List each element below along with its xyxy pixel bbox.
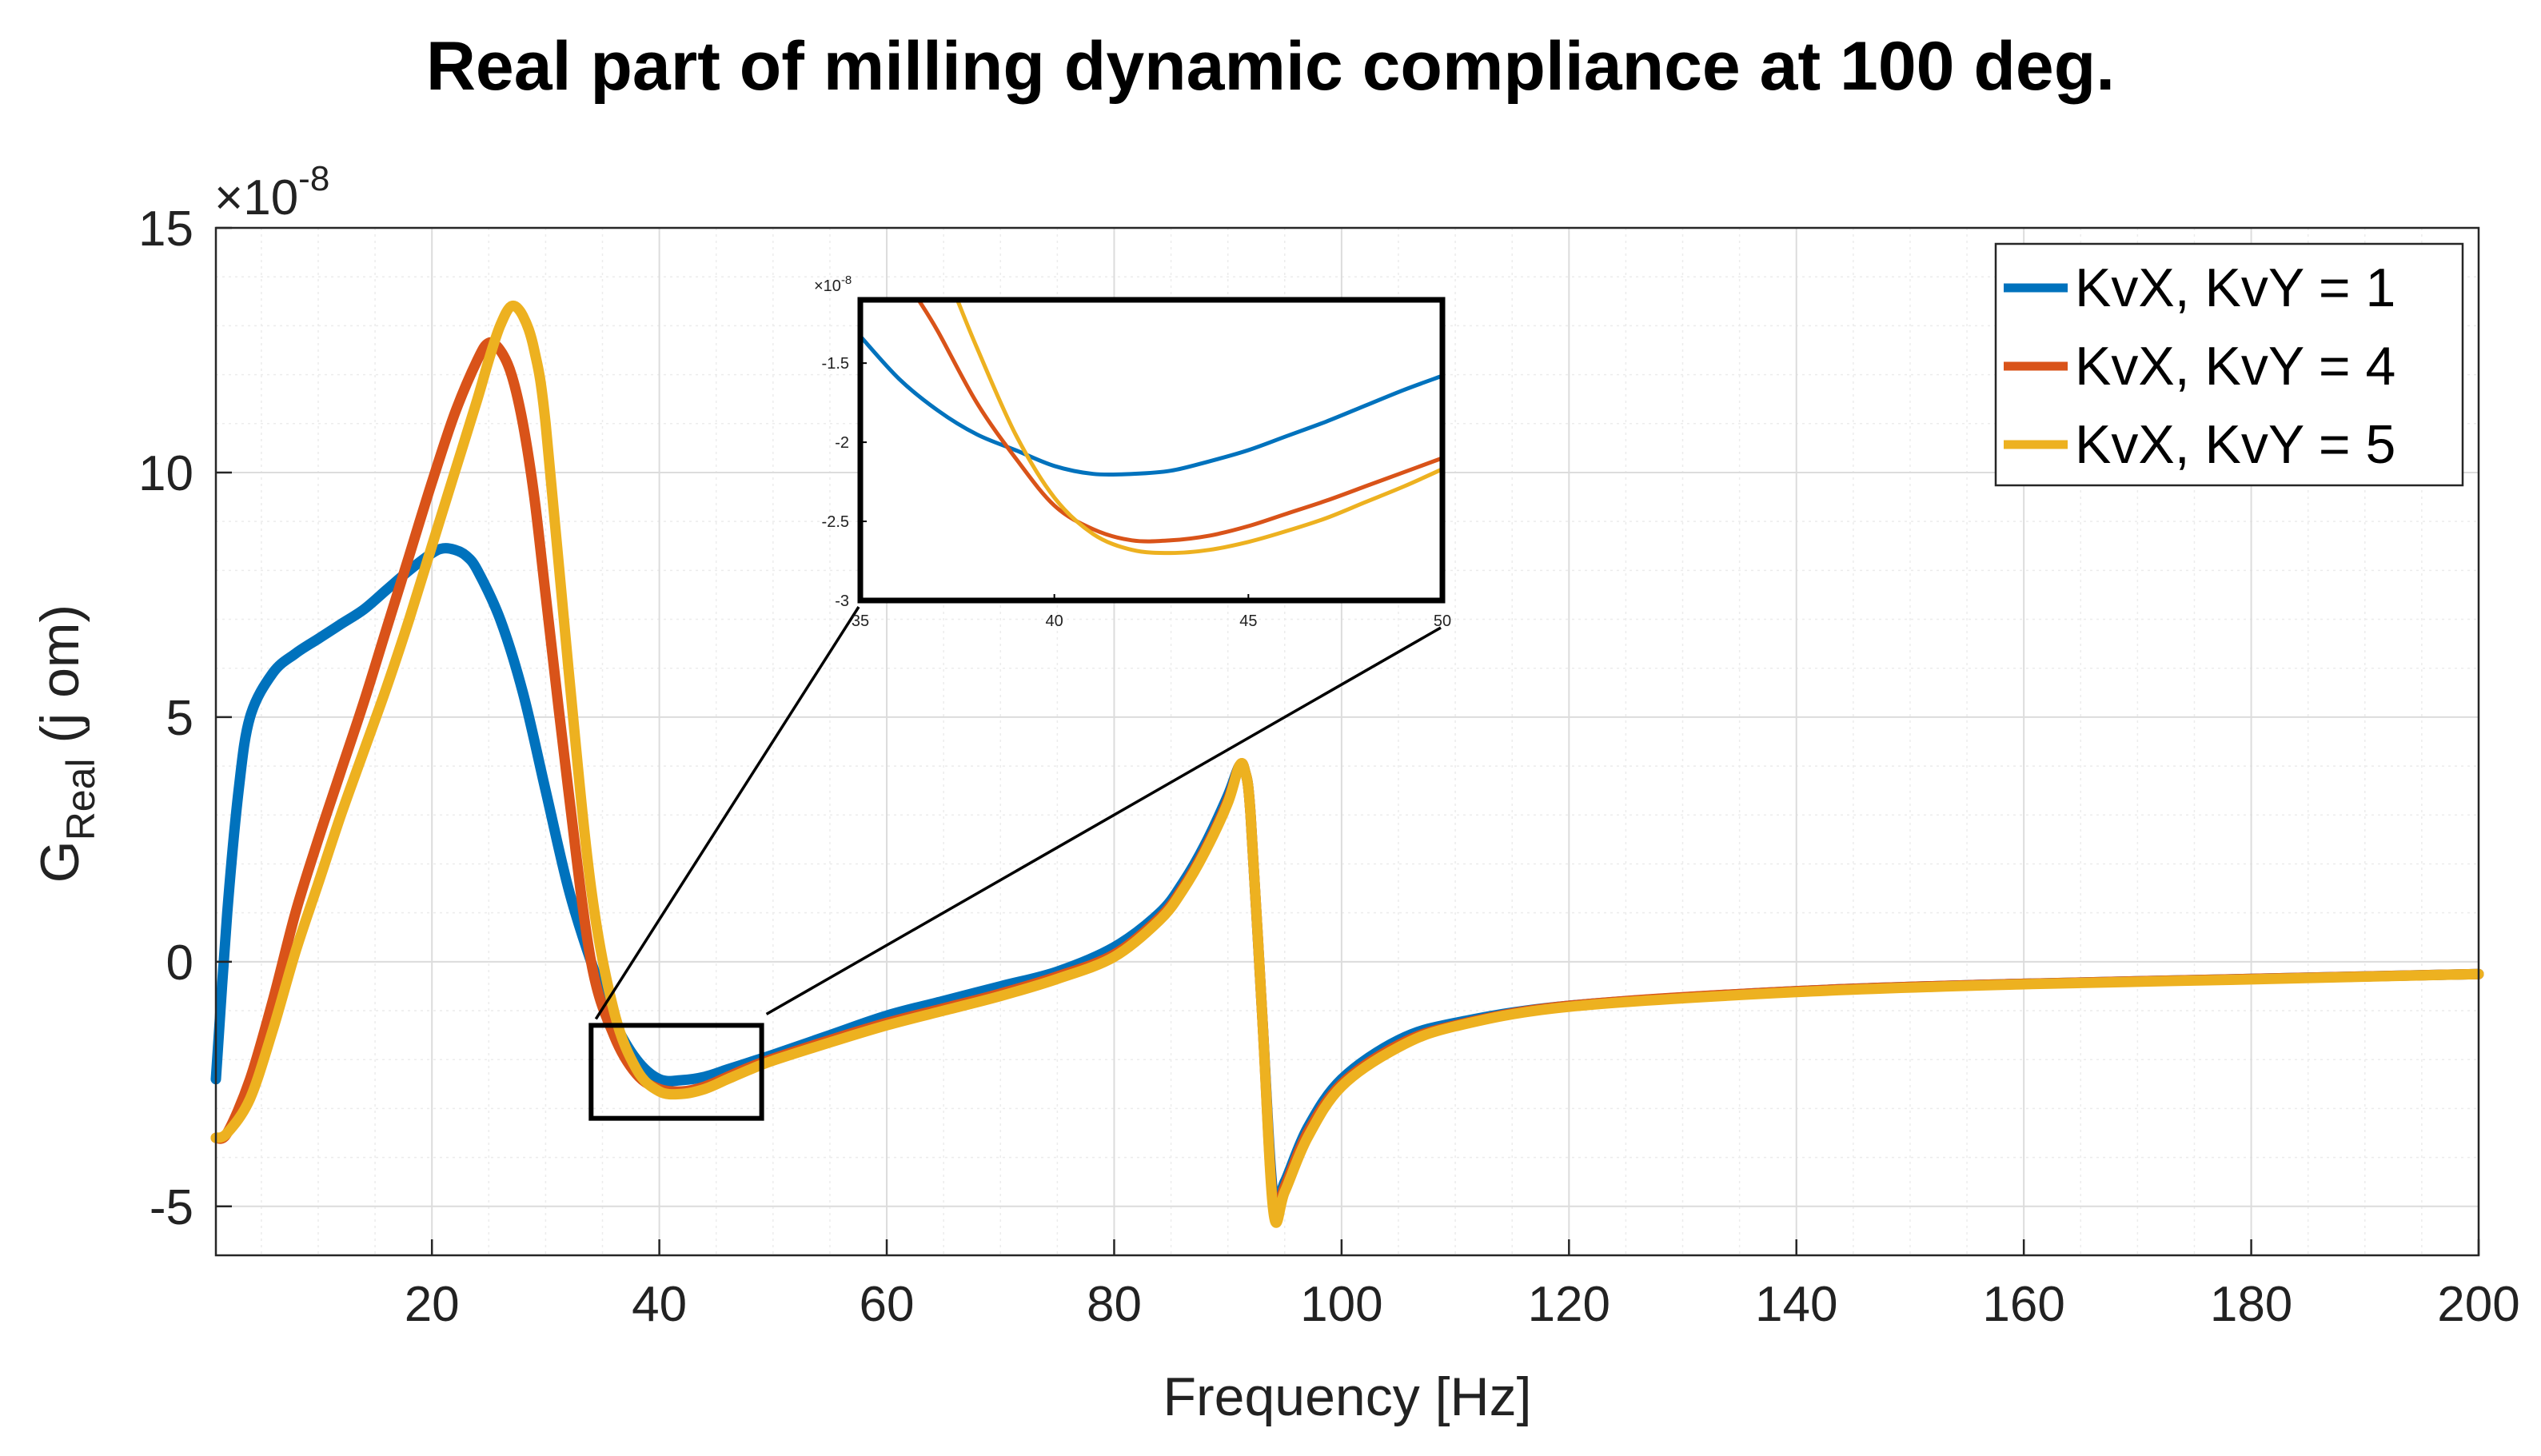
inset-series-line-2 — [916, 298, 1443, 544]
x-tick-label: 200 — [2437, 1277, 2519, 1332]
x-tick-label: 100 — [1300, 1277, 1382, 1332]
x-tick-label: 180 — [2210, 1277, 2292, 1332]
y-axis-label-main: G — [30, 840, 90, 883]
y-exponent-base: ×10 — [214, 170, 298, 225]
y-tick-label: 15 — [138, 201, 193, 257]
series-layer — [210, 301, 2484, 1228]
y-axis-label-sub: Real — [58, 758, 103, 840]
x-tick-label: 140 — [1755, 1277, 1837, 1332]
x-tick-label: 80 — [1087, 1277, 1142, 1332]
plot-frame — [214, 226, 2480, 1257]
inset-x-tick-label: 40 — [1046, 612, 1063, 630]
x-ticks: 20 40 60 80 100 120 140 160 180 200 — [405, 1239, 2520, 1332]
inset-x-tick-label: 50 — [1434, 612, 1451, 630]
chart-title: Real part of milling dynamic compliance … — [426, 28, 2115, 105]
zoom-box — [588, 606, 1442, 1121]
zoom-connector-left — [594, 606, 860, 1020]
series-line-3 — [210, 301, 2484, 1228]
legend-label-series-2: KvX, KvY = 4 — [2075, 336, 2395, 397]
y-tick-label: 10 — [138, 446, 193, 501]
inset-y-exponent-power: -8 — [841, 273, 852, 287]
inset-background — [860, 300, 1442, 600]
inset-y-tick-label: -1.5 — [822, 355, 849, 373]
x-tick-label: 40 — [632, 1277, 687, 1332]
y-tick-label: -5 — [150, 1180, 193, 1235]
y-exponent: ×10-8 — [214, 159, 329, 225]
legend: KvX, KvY = 1 KvX, KvY = 4 KvX, KvY = 5 — [1994, 242, 2464, 487]
y-axis-label: GReal (j om) — [30, 604, 103, 883]
zoom-source-box — [588, 1023, 764, 1121]
x-tick-label: 60 — [860, 1277, 915, 1332]
inset-series-layer — [859, 298, 1444, 556]
inset-x-tick-label: 35 — [852, 612, 869, 630]
inset-y-exponent-base: ×10 — [814, 277, 841, 295]
x-tick-label: 20 — [405, 1277, 460, 1332]
inset-series-line-3 — [955, 299, 1444, 556]
legend-box — [1994, 242, 2464, 487]
inset-zoom-plot: 35 40 45 50 -1.5 -2 -2.5 -3 ×10-8 — [814, 273, 1451, 630]
inset-x-tick-label: 45 — [1239, 612, 1257, 630]
inset-y-exponent: ×10-8 — [814, 273, 852, 295]
legend-label-series-1: KvX, KvY = 1 — [2075, 257, 2395, 318]
inset-y-tick-label: -2.5 — [822, 513, 849, 531]
x-tick-label: 120 — [1528, 1277, 1610, 1332]
inset-y-tick-label: -2 — [835, 434, 849, 452]
inset-ticks: 35 40 45 50 -1.5 -2 -2.5 -3 — [822, 355, 1452, 630]
inset-series-line-1 — [859, 334, 1443, 477]
x-tick-label: 160 — [1982, 1277, 2064, 1332]
y-tick-label: 0 — [166, 935, 193, 991]
legend-label-series-3: KvX, KvY = 5 — [2075, 414, 2395, 475]
inset-frame — [857, 297, 1446, 604]
y-tick-label: 5 — [166, 691, 193, 746]
zoom-connector-right — [765, 626, 1442, 1015]
y-ticks: -5 0 5 10 15 — [138, 201, 232, 1235]
inset-y-tick-label: -3 — [835, 592, 849, 610]
x-axis-label: Frequency [Hz] — [1163, 1366, 1531, 1427]
y-axis-label-suffix: (j om) — [30, 604, 90, 759]
y-exponent-power: -8 — [298, 159, 329, 198]
